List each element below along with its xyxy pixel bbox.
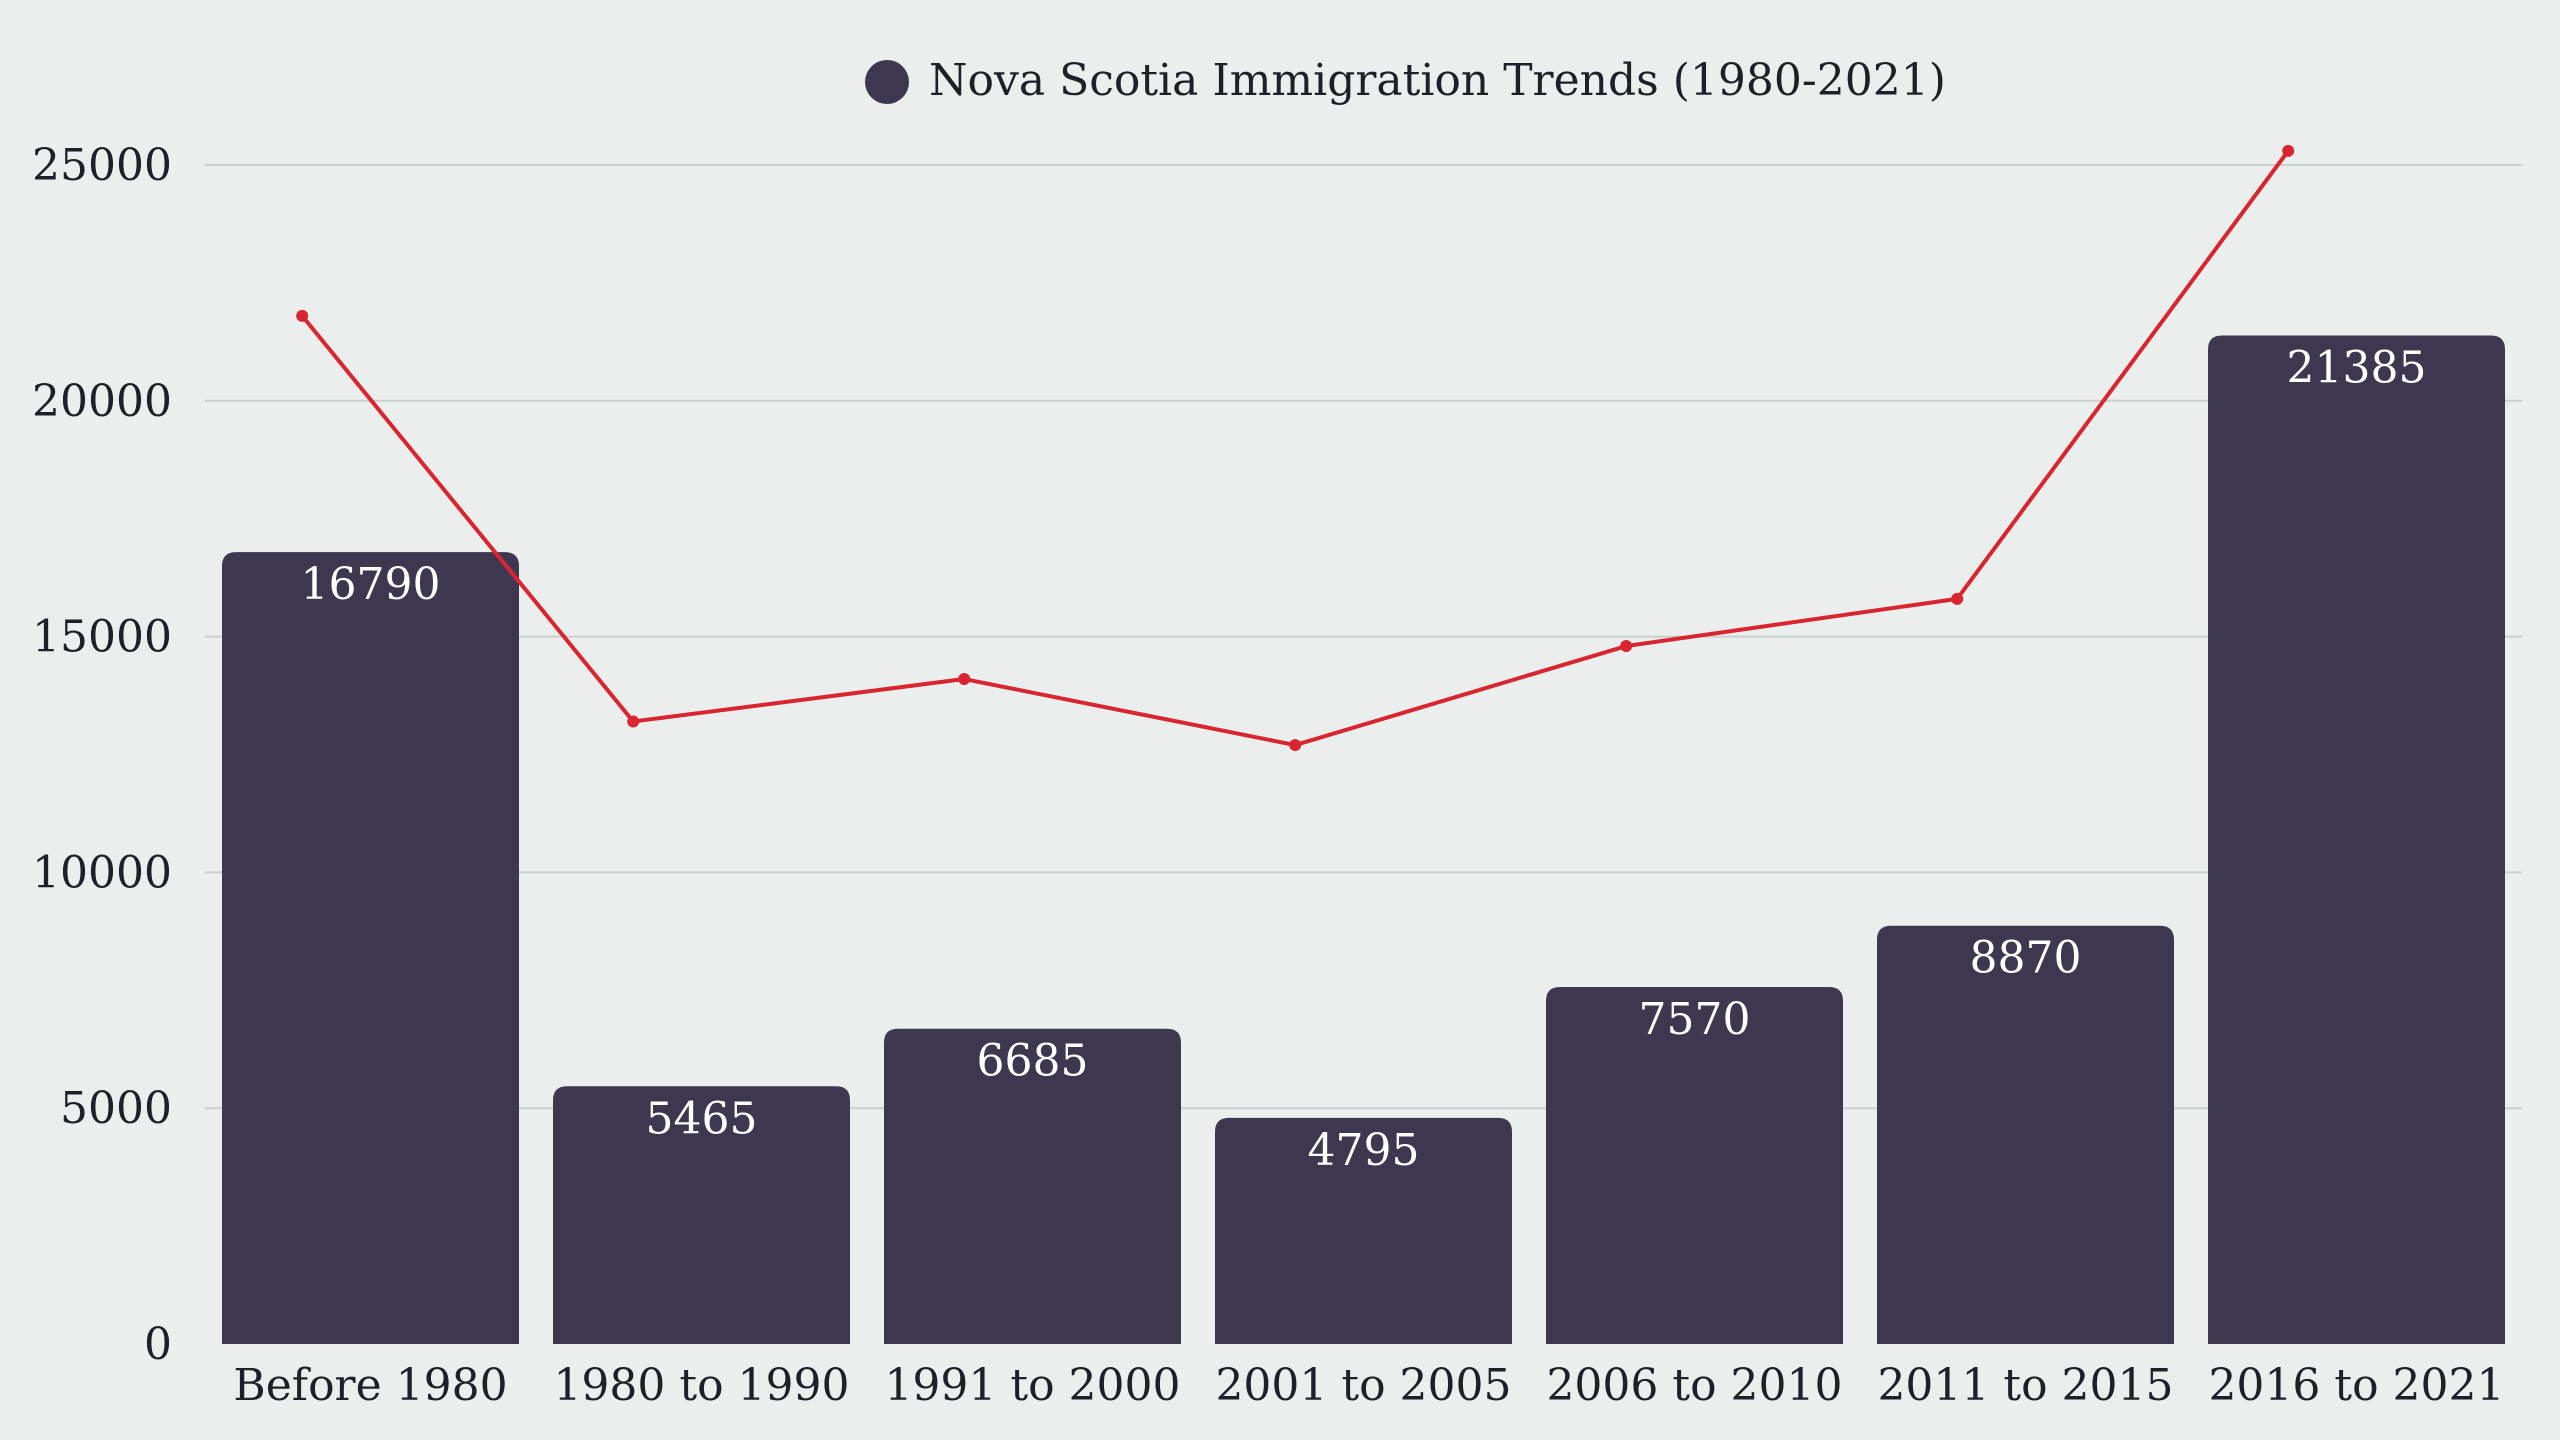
bar	[884, 1028, 1181, 1344]
line-point	[2282, 144, 2295, 157]
x-category-label: 2011 to 2015	[1877, 1360, 2173, 1411]
x-category-label: 1991 to 2000	[884, 1360, 1180, 1411]
x-category-label: 1980 to 1990	[553, 1360, 849, 1411]
x-axis-categories: Before 1980 1980 to 1990 1991 to 2000 2001 …	[233, 1360, 2504, 1411]
y-tick-label: 0	[144, 1319, 172, 1370]
bar-value-label: 16790	[301, 559, 441, 610]
y-axis-ticks: 0 5000 10000 15000 20000 25000	[32, 140, 172, 1370]
bar-value-label: 4795	[1308, 1125, 1420, 1176]
bar	[553, 1086, 850, 1344]
bar	[2208, 335, 2505, 1344]
x-category-label: 2006 to 2010	[1546, 1360, 1842, 1411]
y-tick-label: 5000	[60, 1083, 172, 1134]
x-category-label: 2016 to 2021	[2208, 1360, 2504, 1411]
bar	[1215, 1117, 1512, 1344]
trend-line	[300, 149, 2290, 748]
bar	[222, 552, 519, 1344]
line-point	[296, 309, 309, 322]
bar-value-labels: 16790 5465 6685 4795 7570 8870 21385	[301, 342, 2427, 1175]
line-point	[958, 673, 971, 686]
bar	[1877, 925, 2174, 1344]
bar-value-label: 21385	[2287, 342, 2427, 393]
trend-line-series	[296, 144, 2295, 752]
legend-label: Nova Scotia Immigration Trends (1980-202…	[929, 55, 1946, 106]
line-point	[1289, 739, 1302, 752]
y-tick-label: 10000	[32, 847, 172, 898]
y-tick-label: 25000	[32, 140, 172, 191]
bar-value-label: 6685	[977, 1036, 1089, 1087]
bar-value-label: 5465	[646, 1093, 758, 1144]
x-category-label: 2001 to 2005	[1215, 1360, 1511, 1411]
bar-value-label: 8870	[1970, 933, 2082, 984]
y-tick-label: 20000	[32, 376, 172, 427]
bar	[1546, 986, 1843, 1344]
bar-value-label: 7570	[1639, 994, 1751, 1045]
x-category-label: Before 1980	[233, 1360, 507, 1411]
legend-swatch	[865, 60, 909, 104]
bars	[222, 335, 2505, 1344]
line-point	[1620, 640, 1633, 653]
line-point	[1951, 592, 1964, 605]
y-tick-label: 15000	[32, 612, 172, 663]
legend: Nova Scotia Immigration Trends (1980-202…	[865, 55, 1946, 106]
line-point	[627, 715, 640, 728]
